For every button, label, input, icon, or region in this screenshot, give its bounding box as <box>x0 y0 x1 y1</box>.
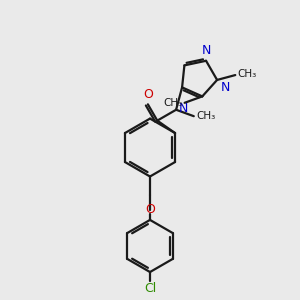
Text: CH₃: CH₃ <box>163 98 182 108</box>
Text: N: N <box>220 81 230 94</box>
Text: O: O <box>145 203 155 216</box>
Text: N: N <box>178 102 188 115</box>
Text: CH₃: CH₃ <box>196 111 215 121</box>
Text: O: O <box>143 88 153 101</box>
Text: Cl: Cl <box>144 282 156 295</box>
Text: N: N <box>201 44 211 57</box>
Text: CH₃: CH₃ <box>238 69 257 79</box>
